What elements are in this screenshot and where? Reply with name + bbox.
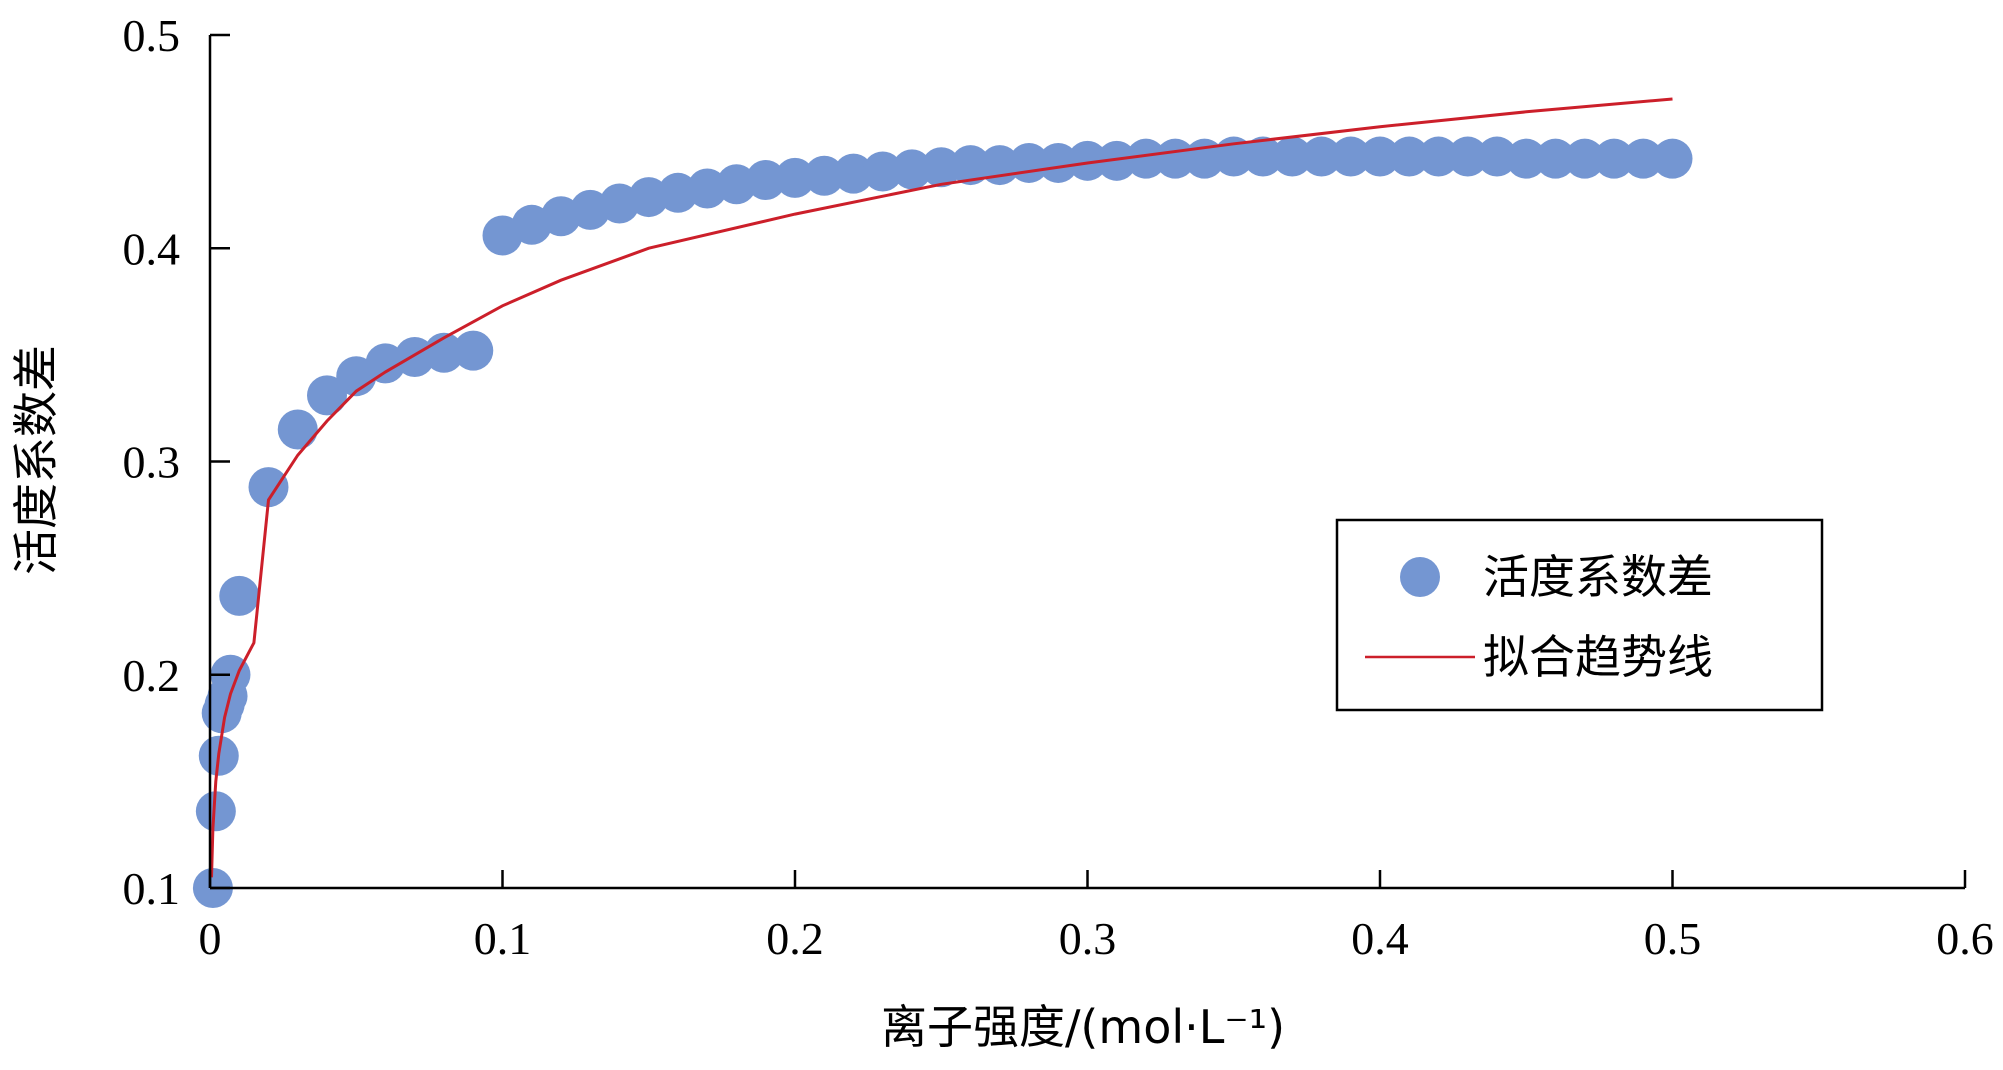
y-tick-label: 0.4	[123, 223, 181, 274]
data-point	[1652, 138, 1693, 179]
y-tick-label: 0.2	[123, 650, 181, 701]
data-point	[1360, 136, 1400, 177]
y-axis-title: 活度系数差	[9, 345, 63, 575]
data-point	[804, 155, 845, 196]
y-axis: 0.1 0.2 0.3 0.4 0.5	[123, 10, 230, 914]
data-point	[1272, 136, 1313, 177]
data-point	[1447, 136, 1488, 177]
data-point	[1418, 136, 1459, 177]
data-point	[1038, 142, 1079, 183]
data-point	[687, 168, 728, 209]
data-point	[745, 160, 786, 201]
data-point	[453, 330, 494, 371]
y-tick-label: 0.3	[123, 437, 181, 488]
data-point	[716, 164, 757, 205]
legend: 活度系数差 拟合趋势线	[1335, 518, 1824, 712]
data-point	[1477, 136, 1517, 177]
data-point	[921, 147, 962, 188]
data-point	[892, 149, 932, 190]
data-point	[1389, 136, 1430, 177]
data-point	[1564, 138, 1605, 179]
data-point	[307, 375, 347, 416]
x-tick-label: 0.2	[766, 913, 824, 964]
legend-label-scatter: 活度系数差	[1483, 550, 1713, 604]
legend-marker-scatter	[1400, 557, 1440, 597]
data-point	[1535, 138, 1576, 179]
x-axis: 0 0.1 0.2 0.3 0.4 0.5 0.6	[199, 870, 1994, 964]
data-point	[1623, 138, 1664, 179]
data-point	[277, 409, 318, 450]
data-point	[950, 145, 991, 186]
series-scatter	[192, 136, 1693, 908]
data-point	[394, 337, 435, 378]
data-point	[658, 172, 698, 213]
x-tick-label: 0.5	[1644, 913, 1702, 964]
data-point	[775, 157, 815, 198]
x-tick-label: 0	[199, 913, 222, 964]
data-point	[248, 467, 289, 508]
data-point	[1301, 136, 1342, 177]
x-tick-label: 0.1	[474, 913, 532, 964]
y-tick-label: 0.1	[123, 863, 181, 914]
data-point	[1330, 136, 1371, 177]
x-tick-label: 0.3	[1059, 913, 1117, 964]
data-point	[219, 575, 260, 616]
trendline	[210, 97, 1673, 878]
data-point	[1594, 138, 1634, 179]
data-point	[195, 791, 236, 832]
data-point	[1096, 140, 1137, 181]
data-point	[210, 654, 251, 695]
data-point	[833, 153, 874, 194]
data-point	[1506, 138, 1547, 179]
data-point	[1126, 138, 1166, 179]
plot-area	[192, 97, 1693, 908]
data-point	[862, 151, 903, 192]
x-tick-label: 0.6	[1936, 913, 1994, 964]
y-tick-label: 0.5	[123, 10, 181, 61]
data-point	[1067, 140, 1108, 181]
data-point	[628, 177, 669, 218]
data-point	[1243, 136, 1283, 177]
x-tick-label: 0.4	[1351, 913, 1409, 964]
legend-box	[1335, 518, 1824, 712]
x-axis-title: 离子强度/(mol·L⁻¹)	[881, 1000, 1285, 1054]
legend-label-trendline: 拟合趋势线	[1483, 630, 1713, 684]
